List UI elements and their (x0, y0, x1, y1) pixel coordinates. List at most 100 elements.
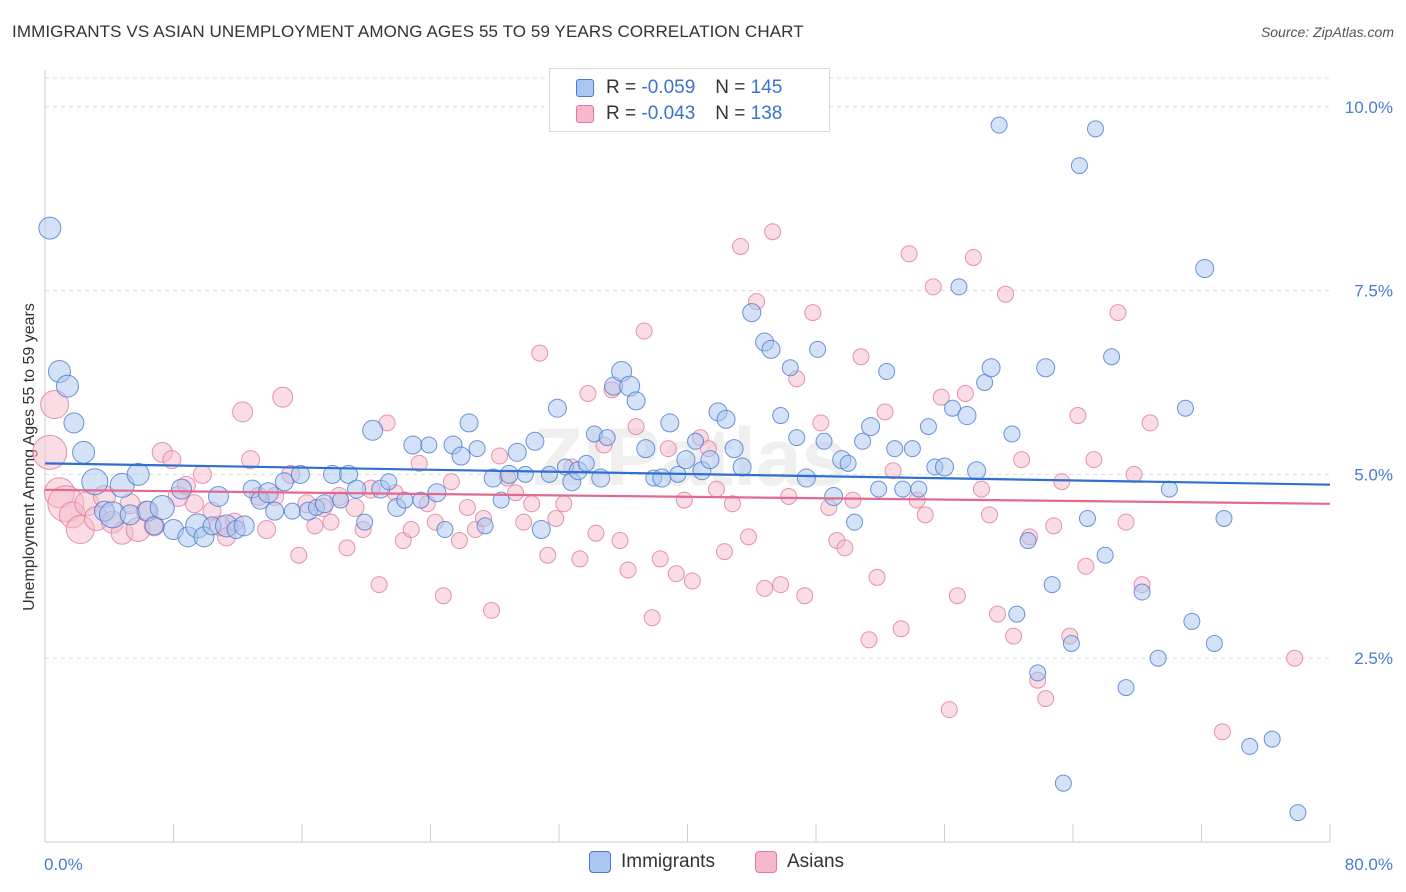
immigrants-point (878, 362, 896, 380)
r-value: -0.043 (641, 103, 696, 124)
y-tick-label: 5.0% (1354, 465, 1393, 484)
tick-labels: 2.5% 5.0% 7.5% 10.0% 0.0% 80.0% (44, 98, 1393, 874)
immigrants-point (742, 303, 762, 323)
asians-point (523, 495, 541, 513)
asians-point (1037, 690, 1055, 708)
asians-point (997, 285, 1015, 303)
immigrants-point (207, 485, 229, 507)
asians-point (579, 385, 597, 403)
asians-point (860, 631, 878, 649)
immigrants-point (861, 417, 881, 437)
immigrants-point (732, 457, 752, 477)
asians-point (836, 539, 854, 557)
immigrants-point (1008, 605, 1026, 623)
asians-point (1069, 407, 1087, 425)
asians-legend-label: Asians (787, 851, 845, 872)
legend-row-asians: R = -0.043 N = 138 (576, 102, 782, 126)
asians-point (507, 484, 525, 502)
immigrants-point (772, 407, 790, 425)
immigrants-point (894, 480, 912, 498)
asians-legend-swatch (755, 851, 777, 873)
asians-point (844, 491, 862, 509)
immigrants-point (149, 494, 175, 520)
asians-point (241, 450, 261, 470)
immigrants-point (1215, 509, 1233, 527)
legend-item-asians: Asians (755, 851, 844, 873)
r-value: -0.059 (641, 77, 696, 98)
asians-point (1085, 451, 1103, 469)
asians-point (884, 462, 902, 480)
immigrants-point (935, 457, 954, 477)
asians-point (723, 495, 741, 513)
immigrants-point (1054, 774, 1072, 792)
immigrants-legend-label: Immigrants (621, 851, 715, 872)
immigrants-point (380, 473, 398, 491)
asians-point (40, 390, 70, 420)
immigrants-point (1133, 583, 1151, 601)
n-value: 145 (750, 77, 783, 98)
x-tick-label: 0.0% (44, 855, 83, 874)
immigrants-point (815, 432, 833, 450)
immigrants-point (81, 468, 109, 496)
immigrants-point (652, 468, 672, 488)
immigrants-point (55, 374, 79, 398)
asians-point (442, 473, 460, 491)
y-tick-label: 2.5% (1354, 649, 1393, 668)
asians-point (924, 278, 942, 296)
immigrants-point (436, 521, 454, 539)
immigrants-point (824, 486, 844, 506)
asians-point (812, 414, 830, 432)
asians-point (651, 550, 669, 568)
immigrants-point (531, 520, 551, 540)
asians-point (1141, 414, 1159, 432)
asians-point (272, 386, 294, 408)
asians-point (434, 587, 452, 605)
immigrants-point (1263, 730, 1281, 748)
immigrants-point (347, 479, 367, 499)
immigrants-point (72, 440, 96, 464)
immigrants-point (724, 439, 744, 459)
immigrants-point (233, 515, 255, 537)
immigrants-point (846, 513, 864, 531)
asians-point (515, 513, 533, 531)
asians-point (1013, 451, 1031, 469)
immigrants-legend-swatch (589, 851, 611, 873)
asians-point (32, 434, 68, 470)
immigrants-point (660, 413, 680, 433)
asians-point (458, 498, 476, 516)
immigrants-point (492, 491, 510, 509)
immigrants-point (716, 409, 736, 429)
asians-point (980, 506, 998, 524)
asians-point (555, 495, 573, 513)
asians-swatch (576, 105, 594, 123)
immigrants-point (38, 216, 62, 240)
x-tick-label: 80.0% (1345, 855, 1393, 874)
immigrants-point (356, 513, 374, 531)
asians-point (1045, 517, 1063, 535)
immigrants-point (1205, 634, 1223, 652)
immigrants-point (547, 398, 567, 418)
asians-point (257, 520, 277, 540)
n-label: N = (715, 77, 746, 98)
immigrants-point (598, 429, 616, 447)
asians-point (940, 701, 958, 719)
immigrants-point (1086, 120, 1104, 138)
asians-point (675, 491, 693, 509)
immigrants-point (761, 339, 781, 359)
immigrants-point (1289, 804, 1307, 822)
immigrants-point (412, 491, 430, 509)
asians-point (772, 576, 790, 594)
immigrants-point (403, 435, 423, 455)
asians-point (402, 521, 420, 539)
asians-point (964, 248, 982, 266)
asians-point (796, 587, 814, 605)
immigrants-point (1241, 737, 1259, 755)
asians-point (611, 532, 629, 550)
immigrants-point (1029, 664, 1047, 682)
asians-point (876, 403, 894, 421)
immigrants-point (476, 517, 494, 535)
immigrants-point (63, 412, 85, 434)
asians-trend-line (44, 488, 1331, 505)
asians-point (756, 579, 774, 597)
